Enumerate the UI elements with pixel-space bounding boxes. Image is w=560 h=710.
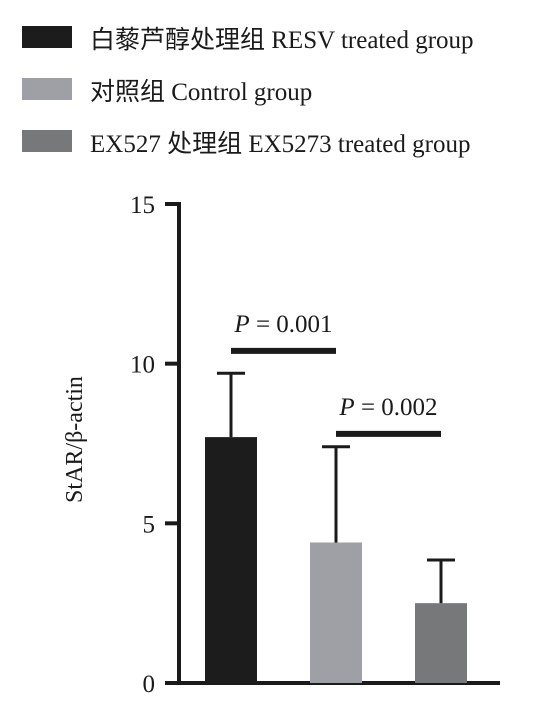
legend: 白藜芦醇处理组 RESV treated group 对照组 Control g…: [22, 14, 552, 170]
legend-item-control: 对照组 Control group: [22, 66, 552, 118]
legend-label-ex527: EX527 处理组 EX5273 treated group: [90, 131, 471, 158]
sig-label-p-1: P: [338, 394, 354, 421]
legend-swatch-control: [22, 78, 72, 100]
y-tick-label-15: 15: [130, 192, 155, 219]
legend-item-resv: 白藜芦醇处理组 RESV treated group: [22, 14, 552, 66]
y-tick-label-0: 0: [143, 671, 156, 698]
y-tick-label-10: 10: [130, 352, 155, 379]
bar-1: [310, 542, 362, 683]
bar-2: [415, 603, 467, 683]
bar-0: [205, 437, 257, 683]
sig-label-0: P = 0.001: [233, 311, 332, 338]
legend-label-control: 对照组 Control group: [90, 79, 313, 106]
legend-label-resv: 白藜芦醇处理组 RESV treated group: [90, 27, 474, 54]
sig-label-p-0: P: [233, 311, 249, 338]
sig-label-value-0: = 0.001: [250, 311, 333, 338]
legend-swatch-resv: [22, 26, 72, 48]
legend-swatch-ex527: [22, 130, 72, 152]
sig-label-1: P = 0.002: [338, 394, 437, 421]
y-axis-label: StAR/β-actin: [62, 376, 88, 503]
sig-label-value-1: = 0.002: [355, 394, 438, 421]
legend-item-ex527: EX527 处理组 EX5273 treated group: [22, 118, 552, 170]
y-tick-label-5: 5: [143, 511, 156, 538]
